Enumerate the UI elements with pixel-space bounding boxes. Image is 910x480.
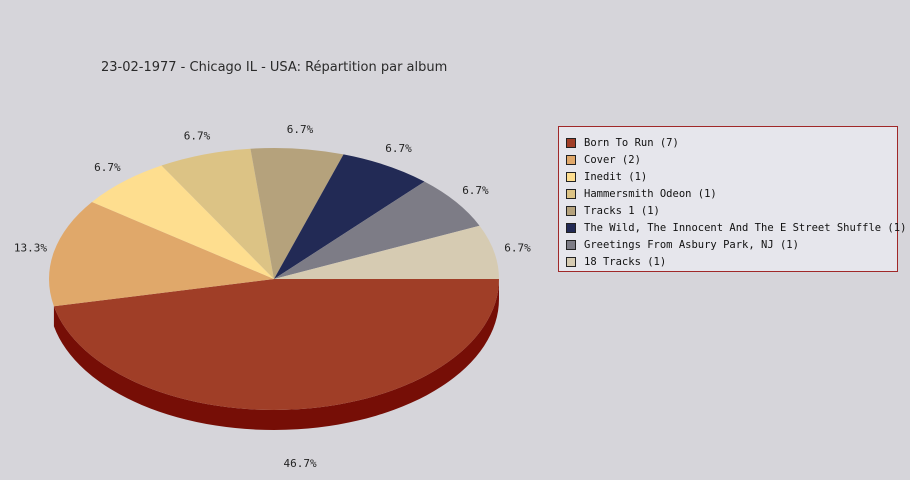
pie-side-1	[53, 279, 500, 430]
pie-label-3: 6.7%	[94, 161, 121, 174]
legend-swatch	[566, 256, 576, 267]
pie-percent-labels: 46.7% 13.3% 6.7% 6.7% 6.7% 6.7% 6.7% 6.7%	[14, 123, 531, 470]
chart-title: 23-02-1977 - Chicago IL - USA: Répartiti…	[101, 60, 448, 75]
pie-slices	[49, 148, 500, 410]
legend-item: Cover (2)	[566, 151, 897, 168]
legend-label: 18 Tracks (1)	[584, 255, 667, 268]
pie-label-7: 6.7%	[462, 184, 489, 197]
legend-label: Cover (2)	[584, 153, 641, 166]
legend-item: Born To Run (7)	[566, 134, 897, 151]
pie-label-1: 46.7%	[283, 457, 316, 470]
legend-item: Inedit (1)	[566, 168, 897, 185]
legend-label: Inedit (1)	[584, 170, 648, 183]
pie-label-4: 6.7%	[184, 129, 211, 142]
pie-slice-5	[250, 148, 344, 279]
pie-label-6: 6.7%	[385, 142, 412, 155]
pie-slice-2	[49, 202, 274, 307]
legend-item: Tracks 1 (1)	[566, 202, 897, 219]
legend-item: 18 Tracks (1)	[566, 253, 897, 270]
pie-slice-4	[161, 148, 274, 279]
pie-slice-8	[274, 225, 499, 279]
legend-label: The Wild, The Innocent And The E Street …	[584, 221, 907, 234]
pie-slice-3	[91, 165, 274, 279]
legend-swatch	[566, 239, 576, 250]
pie-label-2: 13.3%	[14, 242, 47, 255]
legend-label: Greetings From Asbury Park, NJ (1)	[584, 238, 799, 251]
legend-swatch	[566, 154, 576, 165]
legend-swatch	[566, 188, 576, 199]
legend-label: Born To Run (7)	[584, 136, 679, 149]
pie-label-8: 6.7%	[504, 242, 531, 255]
legend-item: The Wild, The Innocent And The E Street …	[566, 219, 906, 236]
legend-label: Tracks 1 (1)	[584, 204, 660, 217]
legend-item: Hammersmith Odeon (1)	[566, 185, 897, 202]
legend-swatch	[566, 171, 576, 182]
legend-item: Greetings From Asbury Park, NJ (1)	[566, 236, 897, 253]
pie-slice-6	[274, 154, 425, 279]
pie-slice-7	[274, 181, 480, 279]
legend-swatch	[566, 205, 576, 216]
legend-label: Hammersmith Odeon (1)	[584, 187, 717, 200]
legend-swatch	[566, 222, 576, 233]
pie-label-5: 6.7%	[287, 123, 314, 136]
pie-side-walls	[53, 279, 500, 430]
legend-swatch	[566, 137, 576, 148]
chart-legend: Born To Run (7) Cover (2) Inedit (1) Hammer…	[558, 126, 906, 272]
pie-slice-1	[53, 279, 500, 410]
